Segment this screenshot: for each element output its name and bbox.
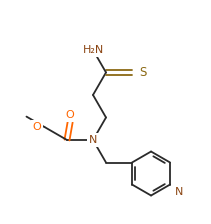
Text: N: N bbox=[175, 187, 184, 196]
Text: H₂N: H₂N bbox=[82, 45, 104, 55]
Text: O: O bbox=[33, 122, 42, 132]
Text: N: N bbox=[89, 135, 97, 145]
Text: O: O bbox=[66, 110, 74, 120]
Text: S: S bbox=[139, 66, 146, 79]
